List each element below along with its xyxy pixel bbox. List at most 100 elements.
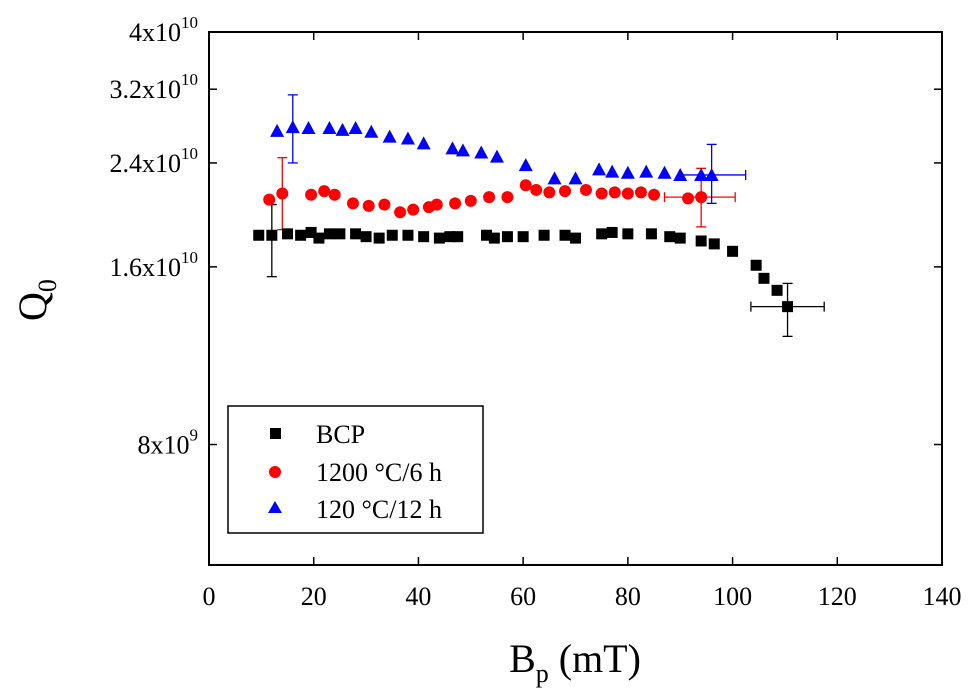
x-tick-label: 0 <box>203 582 216 611</box>
data-point-1200c <box>530 183 543 196</box>
data-point-1200c <box>276 187 289 200</box>
legend-label-120c: 120 °C/12 h <box>316 495 442 524</box>
data-point-bcp <box>350 228 362 240</box>
x-axis-ticks: 0 20 40 60 80 100 120 140 <box>203 32 962 611</box>
data-point-bcp <box>501 231 513 243</box>
data-point-120c <box>673 167 688 181</box>
data-point-bcp <box>645 228 657 240</box>
data-point-120c <box>335 122 350 136</box>
data-point-bcp <box>253 229 265 241</box>
data-point-1200c <box>346 197 359 210</box>
data-point-120c <box>445 141 460 155</box>
data-point-120c <box>620 165 635 179</box>
data-point-bcp <box>373 232 385 244</box>
data-point-120c <box>416 136 431 150</box>
x-axis-title-main: B <box>509 636 536 681</box>
data-point-120c <box>489 149 504 163</box>
data-point-bcp <box>758 272 770 284</box>
data-point-bcp <box>323 228 335 240</box>
data-point-120c <box>694 167 709 181</box>
data-point-1200c <box>559 185 572 198</box>
y-tick-label: 8x109 <box>138 426 199 460</box>
data-point-1200c <box>608 186 621 199</box>
data-point-bcp <box>418 231 430 243</box>
data-point-1200c <box>464 194 477 207</box>
x-axis-title-unit: (mT) <box>549 636 641 681</box>
data-point-bcp <box>386 229 398 241</box>
data-point-120c <box>322 121 337 135</box>
data-point-1200c <box>362 199 375 212</box>
data-point-bcp <box>782 301 794 313</box>
data-point-bcp <box>334 228 346 240</box>
data-point-bcp <box>771 284 783 296</box>
y-axis-ticks: 4x1010 3.2x1010 2.4x1010 1.6x1010 8x109 <box>110 13 942 460</box>
data-point-1200c <box>648 188 661 201</box>
data-point-bcp <box>596 228 608 240</box>
data-point-1200c <box>449 197 462 210</box>
data-point-120c <box>518 158 533 172</box>
data-point-1200c <box>501 191 514 204</box>
data-point-120c <box>382 129 397 143</box>
data-point-bcp <box>664 231 676 243</box>
data-point-bcp <box>266 229 278 241</box>
data-point-120c <box>400 131 415 145</box>
x-axis-title-sub: p <box>536 659 549 688</box>
data-point-1200c <box>407 203 420 216</box>
data-point-1200c <box>682 192 695 205</box>
data-point-bcp <box>480 229 492 241</box>
data-point-120c <box>270 123 285 137</box>
data-point-1200c <box>483 191 496 204</box>
data-point-120c <box>657 165 672 179</box>
data-point-120c <box>592 162 607 176</box>
data-point-bcp <box>488 232 500 244</box>
legend-label-1200c: 1200 °C/6 h <box>316 458 442 487</box>
x-tick-label: 100 <box>713 582 752 611</box>
data-point-1200c <box>318 185 331 198</box>
data-point-bcp <box>433 232 445 244</box>
data-point-1200c <box>579 183 592 196</box>
legend-marker-bcp <box>270 428 281 439</box>
y-tick-label: 4x1010 <box>129 13 198 47</box>
data-point-1200c <box>328 188 341 201</box>
x-axis-title: Bp (mT) <box>509 636 641 688</box>
data-point-120c <box>364 124 379 138</box>
y-axis-title-sub: 0 <box>33 279 62 292</box>
data-point-120c <box>285 120 300 134</box>
y-tick-label: 2.4x1010 <box>110 144 199 178</box>
data-point-120c <box>639 164 654 178</box>
data-markers <box>253 120 794 313</box>
data-point-bcp <box>517 231 529 243</box>
data-point-bcp <box>570 232 581 244</box>
x-tick-label: 40 <box>405 582 431 611</box>
legend-label-bcp: BCP <box>316 420 365 449</box>
data-point-bcp <box>727 245 739 257</box>
data-point-bcp <box>360 231 372 243</box>
plot-frame <box>208 31 943 566</box>
data-point-bcp <box>282 228 294 240</box>
data-point-bcp <box>402 229 414 241</box>
data-point-bcp <box>559 229 571 241</box>
data-point-1200c <box>595 187 608 200</box>
data-point-bcp <box>750 259 762 271</box>
x-tick-label: 20 <box>301 582 327 611</box>
data-point-120c <box>568 171 583 185</box>
y-tick-label: 1.6x1010 <box>110 248 199 282</box>
y-tick-label: 3.2x1010 <box>110 70 199 104</box>
data-point-1200c <box>519 179 532 192</box>
legend-marker-120c <box>268 501 282 513</box>
legend-marker-1200c <box>269 466 281 478</box>
data-point-120c <box>301 121 316 135</box>
data-point-1200c <box>634 186 647 199</box>
data-point-120c <box>455 143 470 157</box>
data-point-bcp <box>305 226 317 238</box>
data-point-1200c <box>695 191 708 204</box>
data-point-1200c <box>543 186 556 199</box>
data-point-bcp <box>674 232 686 244</box>
x-tick-label: 120 <box>818 582 857 611</box>
data-point-1200c <box>378 198 391 211</box>
data-point-120c <box>605 164 620 178</box>
data-point-1200c <box>394 206 407 219</box>
legend: BCP 1200 °C/6 h 120 °C/12 h <box>227 405 484 534</box>
data-point-120c <box>474 145 489 159</box>
data-point-1200c <box>430 198 443 211</box>
